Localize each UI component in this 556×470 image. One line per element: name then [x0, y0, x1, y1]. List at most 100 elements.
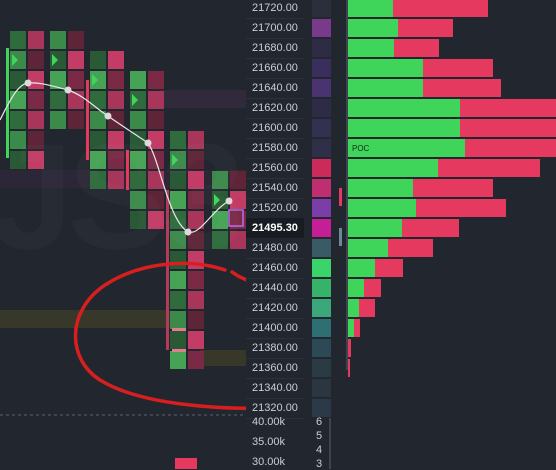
footprint-cell: [230, 171, 246, 189]
delta-cell: [312, 299, 331, 317]
profile-sell-bar: [416, 199, 506, 217]
price-tick-label: 21480.00: [246, 238, 304, 259]
delta-cell: [312, 259, 331, 277]
profile-sell-bar: [423, 79, 501, 97]
price-tick-label: 21640.00: [246, 78, 304, 99]
footprint-cell: [230, 191, 246, 209]
footprint-cell: [28, 131, 44, 149]
profile-marker: [339, 188, 342, 206]
profile-row: [348, 359, 350, 377]
triangle-icon: [52, 54, 58, 66]
footprint-cell: [188, 131, 204, 149]
vwap-point: [104, 112, 112, 120]
footprint-cell: [10, 71, 26, 89]
candle-wick: [166, 190, 169, 350]
profile-sell-bar: [393, 0, 488, 17]
footprint-cell: [188, 151, 204, 169]
price-tick-label: 21420.00: [246, 298, 304, 319]
delta-cell: [312, 319, 331, 337]
delta-cell: [312, 199, 331, 217]
profile-marker: [339, 228, 342, 246]
profile-sell-bar: [438, 159, 540, 177]
footprint-cell: [28, 111, 44, 129]
footprint-cell: [90, 51, 106, 69]
profile-row: [348, 199, 506, 217]
price-tick-label: 21400.00: [246, 318, 304, 339]
price-marker: [172, 349, 186, 352]
current-price-label: 21495.30: [246, 218, 304, 239]
value-area-band: [200, 350, 246, 366]
delta-cell: [312, 219, 331, 237]
volume-profile[interactable]: POC: [304, 0, 556, 469]
footprint-cell: [188, 331, 204, 349]
footprint-cell: [230, 231, 246, 249]
footprint-chart-canvas[interactable]: [0, 0, 246, 469]
profile-row: [348, 319, 360, 337]
candle-wick: [86, 80, 89, 160]
profile-buy-bar: [348, 219, 402, 237]
profile-row: [348, 0, 488, 17]
footprint-cell: [50, 91, 66, 109]
footprint-cell: [188, 231, 204, 249]
candle-wick: [6, 48, 9, 158]
price-tick-label: 21340.00: [246, 378, 304, 399]
volume-panel[interactable]: 40.00k 35.00k 30.00k 6 5 4 3: [0, 412, 556, 470]
footprint-cell: [130, 111, 146, 129]
price-tick-label: 21700.00: [246, 18, 304, 39]
price-tick-label: 21520.00: [246, 198, 304, 219]
delta-cell: [312, 179, 331, 197]
profile-row: [348, 339, 351, 357]
profile-buy-bar: [348, 99, 460, 117]
delta-cell: [312, 119, 331, 137]
triangle-icon: [132, 94, 138, 106]
profile-sell-bar: [465, 139, 556, 157]
profile-row: [348, 39, 439, 57]
vwap-point: [225, 197, 233, 205]
profile-row: [348, 219, 459, 237]
watermark: JS3: [0, 110, 239, 283]
volume-axis[interactable]: 40.00k 35.00k 30.00k 6 5 4 3: [246, 412, 323, 470]
value-area-band: [0, 310, 170, 328]
footprint-cell: [90, 131, 106, 149]
delta-cell: [312, 379, 331, 397]
footprint-cell: [130, 171, 146, 189]
footprint-cell: [28, 31, 44, 49]
profile-sell-bar: [460, 119, 556, 137]
footprint-cell: [230, 211, 246, 229]
profile-buy-bar: [348, 39, 394, 57]
footprint-chart[interactable]: JS3: [0, 0, 246, 469]
delta-cell: [312, 19, 331, 37]
price-marker: [172, 328, 186, 331]
profile-buy-bar: [348, 19, 398, 37]
profile-buy-bar: [348, 299, 359, 317]
vwap-point: [144, 139, 152, 147]
profile-buy-bar: [348, 79, 423, 97]
delta-cell: [312, 59, 331, 77]
footprint-cell: [68, 111, 84, 129]
annotation-circle: [73, 261, 246, 411]
triangle-icon: [172, 154, 178, 166]
vwap-point: [24, 79, 32, 87]
footprint-cell: [68, 51, 84, 69]
price-tick-label: 21380.00: [246, 338, 304, 359]
profile-row: [348, 59, 493, 77]
footprint-cell: [28, 71, 44, 89]
delta-cell: [312, 99, 331, 117]
volume-tick-label: 35.00k: [252, 436, 286, 448]
profile-row: [348, 279, 381, 297]
vwap-point: [64, 86, 72, 94]
footprint-cell: [108, 71, 124, 89]
footprint-cell: [130, 131, 146, 149]
triangle-icon: [214, 194, 220, 206]
footprint-cell: [130, 151, 146, 169]
footprint-cell: [50, 31, 66, 49]
profile-sell-bar: [423, 59, 493, 77]
triangle-icon: [12, 54, 18, 66]
footprint-cell: [148, 131, 164, 149]
footprint-cell: [130, 211, 146, 229]
footprint-cell: [212, 211, 228, 229]
delta-cell: [312, 39, 331, 57]
count-tick-label: 6: [316, 416, 323, 428]
delta-cell: [312, 79, 331, 97]
price-axis[interactable]: 21720.00 21700.00 21680.00 21660.00 21640.00…: [246, 0, 304, 419]
